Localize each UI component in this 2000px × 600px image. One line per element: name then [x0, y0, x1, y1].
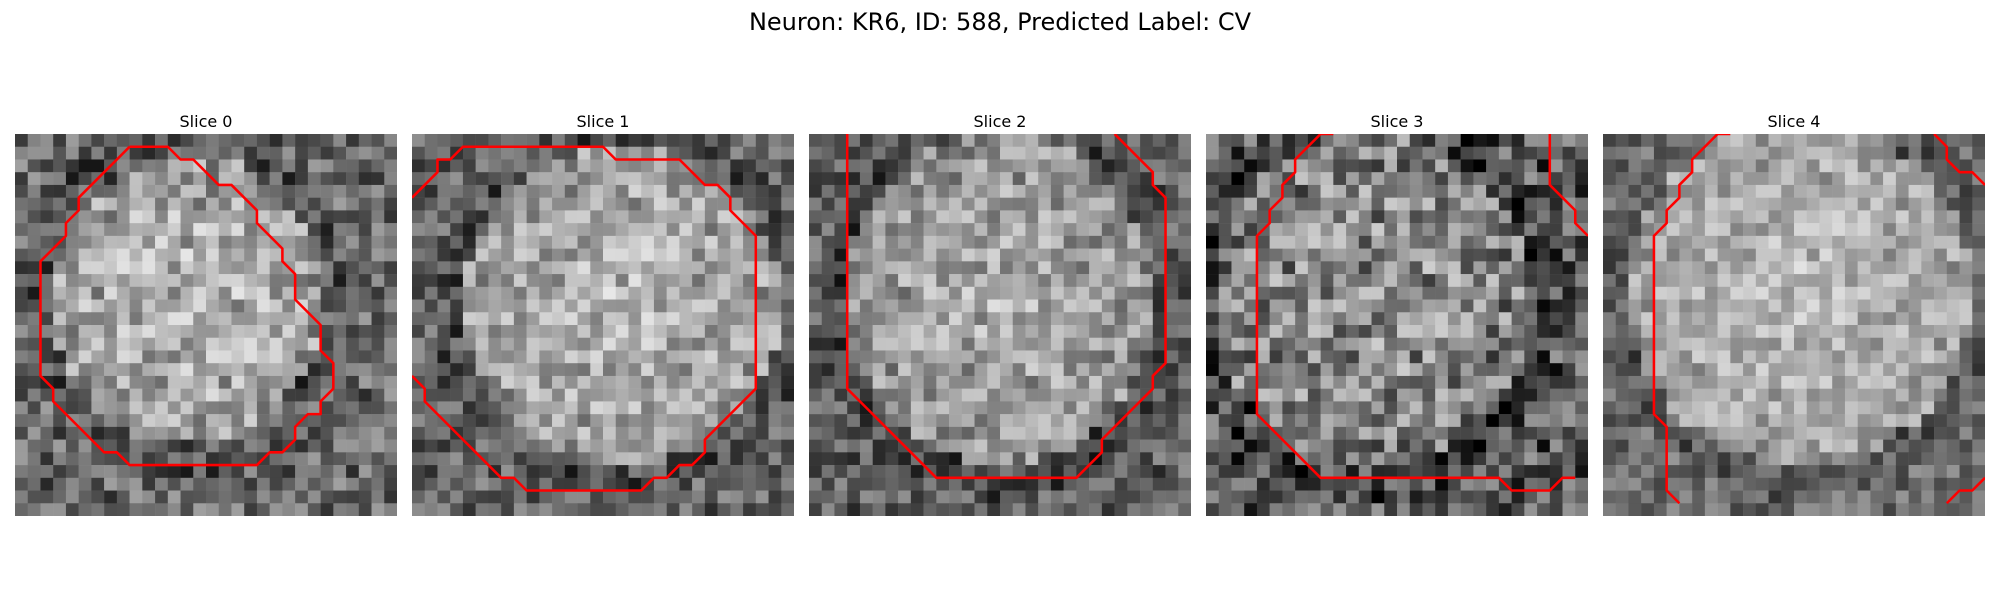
contour-line	[1945, 476, 1985, 505]
contour-line	[39, 145, 335, 467]
slice-image	[809, 134, 1191, 516]
contour-line	[1933, 134, 1985, 186]
slice-title: Slice 2	[973, 112, 1027, 131]
contour-line	[1255, 134, 1576, 492]
slice-title: Slice 3	[1370, 112, 1424, 131]
slice-panel-4: Slice 4	[1603, 110, 1985, 516]
slice-panel-2: Slice 2	[809, 110, 1191, 516]
slice-title: Slice 1	[576, 112, 630, 131]
slice-image	[1206, 134, 1588, 516]
slice-panel-3: Slice 3	[1206, 110, 1588, 516]
figure-title: Neuron: KR6, ID: 588, Predicted Label: C…	[748, 8, 1252, 36]
slice-title: Slice 4	[1767, 112, 1821, 131]
contour-line	[845, 134, 1167, 480]
contour-line	[1652, 134, 1731, 505]
contour-line	[1548, 134, 1588, 237]
contour-line	[412, 145, 758, 492]
slice-title: Slice 0	[179, 112, 233, 131]
slice-panel-1: Slice 1	[412, 110, 794, 516]
slice-image	[412, 134, 794, 516]
slice-panel-0: Slice 0	[15, 110, 397, 516]
slice-image	[15, 134, 397, 516]
slice-image	[1603, 134, 1985, 516]
